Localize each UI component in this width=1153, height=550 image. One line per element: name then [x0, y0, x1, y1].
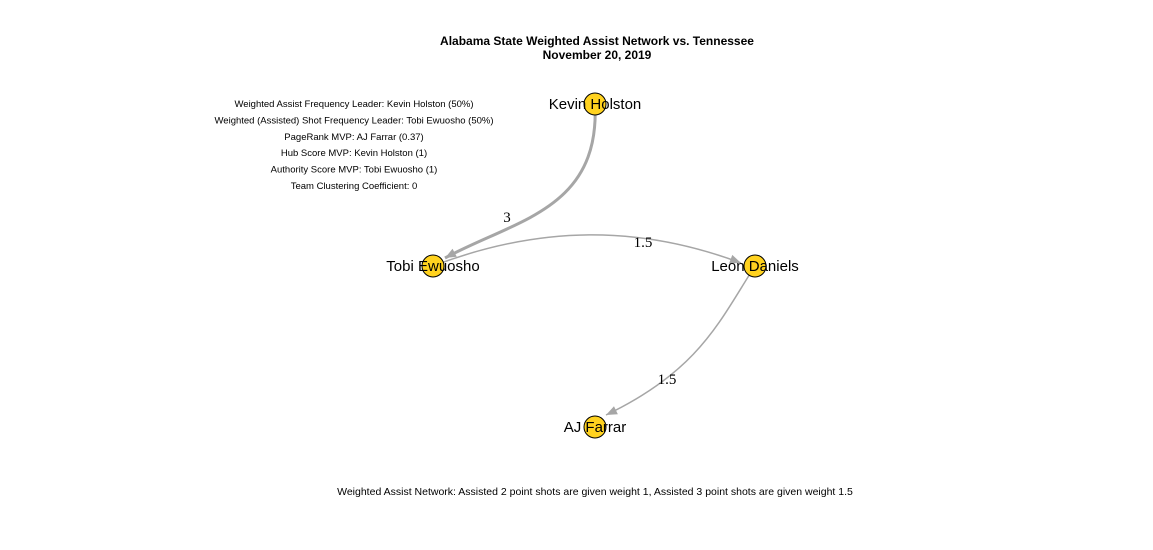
edge-label-kevin-tobi: 3 — [503, 210, 511, 226]
edge-leon-aj — [605, 265, 756, 416]
edge-arrowhead-leon-aj — [606, 406, 618, 415]
edge-arrowhead-kevin-tobi — [445, 248, 457, 258]
node-tobi — [421, 254, 445, 278]
stat-assist-leader: Weighted Assist Frequency Leader: Kevin … — [234, 99, 473, 110]
node-leon — [743, 254, 767, 278]
stat-clustering-coefficient: Team Clustering Coefficient: 0 — [291, 181, 418, 192]
edge-arrowhead-tobi-leon — [729, 254, 741, 264]
stat-shot-leader: Weighted (Assisted) Shot Frequency Leade… — [215, 116, 494, 127]
node-label-aj: AJ Farrar — [564, 419, 627, 436]
stats-panel: Weighted Assist Frequency Leader: Kevin … — [215, 99, 494, 192]
stat-pagerank-mvp: PageRank MVP: AJ Farrar (0.37) — [284, 132, 423, 143]
node-label-leon: Leon Daniels — [711, 258, 799, 275]
network-footnote: Weighted Assist Network: Assisted 2 poin… — [337, 486, 853, 498]
node-kevin — [583, 92, 607, 116]
node-label-kevin: Kevin Holston — [549, 96, 642, 113]
node-aj — [583, 415, 607, 439]
diagram-title: Alabama State Weighted Assist Network vs… — [440, 34, 754, 48]
edge-label-tobi-leon: 1.5 — [634, 235, 653, 251]
edge-label-leon-aj: 1.5 — [658, 372, 677, 388]
diagram-subtitle: November 20, 2019 — [543, 48, 652, 62]
edges-layer: 3 1.5 1.5 — [432, 103, 756, 416]
node-label-tobi: Tobi Ewuosho — [386, 258, 479, 275]
edge-tobi-leon — [432, 234, 742, 267]
stat-authority-score-mvp: Authority Score MVP: Tobi Ewuosho (1) — [271, 165, 438, 176]
nodes-layer: Kevin Holston Tobi Ewuosho Leon Daniels AJ … — [386, 92, 799, 439]
edge-kevin-tobi — [444, 103, 597, 260]
stat-hub-score-mvp: Hub Score MVP: Kevin Holston (1) — [281, 148, 427, 159]
